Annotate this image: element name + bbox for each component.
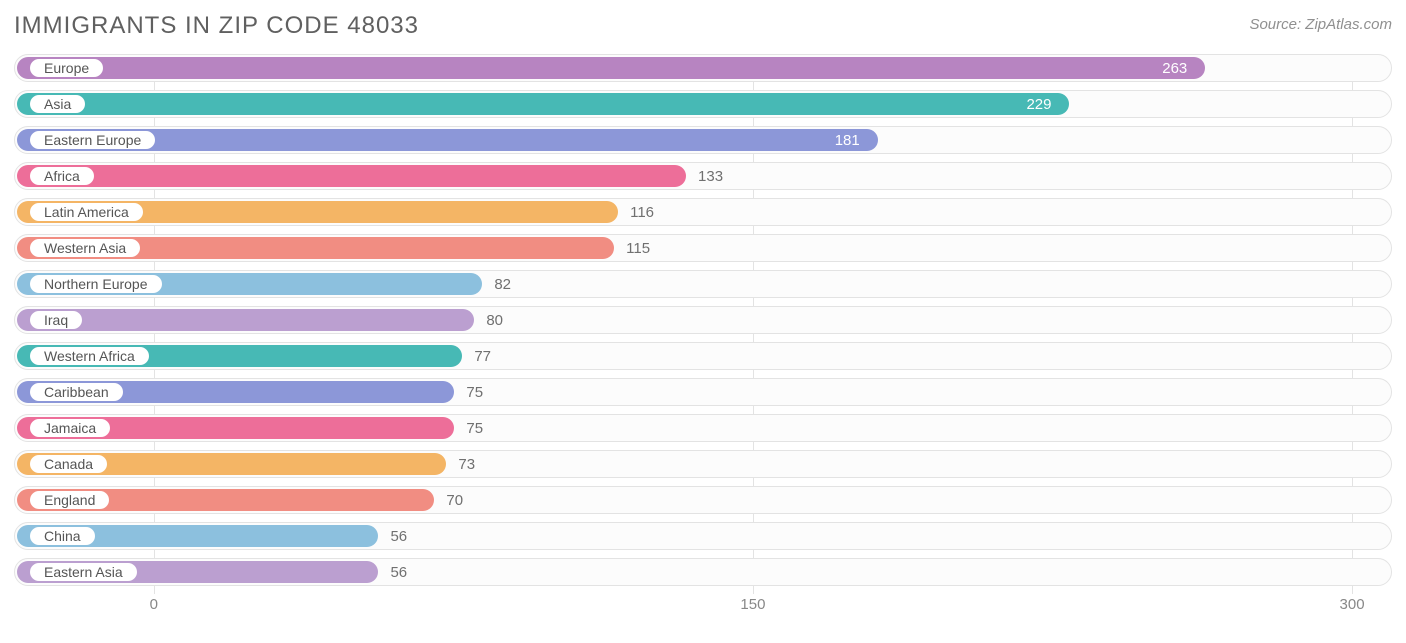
- bar-track: Jamaica 75: [14, 414, 1392, 442]
- axis-tick-label: 0: [150, 596, 158, 613]
- axis-tick-label: 300: [1340, 596, 1365, 613]
- bar-label-pill: Asia: [29, 94, 86, 114]
- bar-track: Canada 73: [14, 450, 1392, 478]
- bar-value: 133: [698, 163, 723, 189]
- bar-track: Eastern Europe 181: [14, 126, 1392, 154]
- bar-value: 229: [1026, 91, 1051, 117]
- bar-label-pill: Eastern Europe: [29, 130, 156, 150]
- bar-track: Asia 229: [14, 90, 1392, 118]
- bar-track: Caribbean 75: [14, 378, 1392, 406]
- chart-bars: Europe 263 Asia 229 Eastern Europe 181 Africa 1…: [14, 54, 1392, 586]
- bar-track: Northern Europe 82: [14, 270, 1392, 298]
- chart-x-axis: 0 150 300: [14, 594, 1392, 616]
- bar-track: Europe 263: [14, 54, 1392, 82]
- bar-label-pill: England: [29, 490, 110, 510]
- bar-track: China 56: [14, 522, 1392, 550]
- bar-value: 116: [630, 199, 654, 225]
- bar-label-pill: Europe: [29, 58, 104, 78]
- bar-value: 181: [835, 127, 860, 153]
- bar-track: England 70: [14, 486, 1392, 514]
- bar-value: 75: [466, 379, 483, 405]
- bar-value: 75: [466, 415, 483, 441]
- bar-label-pill: Eastern Asia: [29, 562, 138, 582]
- bar-label-pill: Africa: [29, 166, 95, 186]
- chart-title: IMMIGRANTS IN ZIP CODE 48033: [14, 12, 419, 40]
- bar-value: 56: [390, 523, 407, 549]
- bar-value: 56: [390, 559, 407, 585]
- bar-label-pill: Western Asia: [29, 238, 141, 258]
- bar-label-pill: Jamaica: [29, 418, 111, 438]
- bar-fill: [17, 309, 474, 331]
- bar-label-pill: Canada: [29, 454, 108, 474]
- bar-fill: [17, 93, 1069, 115]
- bar-label-pill: Western Africa: [29, 346, 150, 366]
- chart-area: Europe 263 Asia 229 Eastern Europe 181 Africa 1…: [14, 54, 1392, 616]
- bar-value: 80: [486, 307, 503, 333]
- bar-value: 70: [446, 487, 463, 513]
- bar-track: Western Africa 77: [14, 342, 1392, 370]
- bar-fill: [17, 57, 1205, 79]
- bar-value: 115: [626, 235, 650, 261]
- bar-label-pill: Caribbean: [29, 382, 124, 402]
- bar-label-pill: Iraq: [29, 310, 83, 330]
- axis-tick-label: 150: [740, 596, 765, 613]
- bar-fill: [17, 165, 686, 187]
- bar-value: 263: [1162, 55, 1187, 81]
- bar-label-pill: Latin America: [29, 202, 144, 222]
- bar-track: Africa 133: [14, 162, 1392, 190]
- bar-label-pill: China: [29, 526, 96, 546]
- bar-label-pill: Northern Europe: [29, 274, 163, 294]
- bar-track: Iraq 80: [14, 306, 1392, 334]
- bar-value: 82: [494, 271, 511, 297]
- bar-track: Latin America 116: [14, 198, 1392, 226]
- bar-value: 77: [474, 343, 491, 369]
- bar-value: 73: [458, 451, 475, 477]
- bar-track: Western Asia 115: [14, 234, 1392, 262]
- bar-track: Eastern Asia 56: [14, 558, 1392, 586]
- chart-source: Source: ZipAtlas.com: [1249, 12, 1392, 33]
